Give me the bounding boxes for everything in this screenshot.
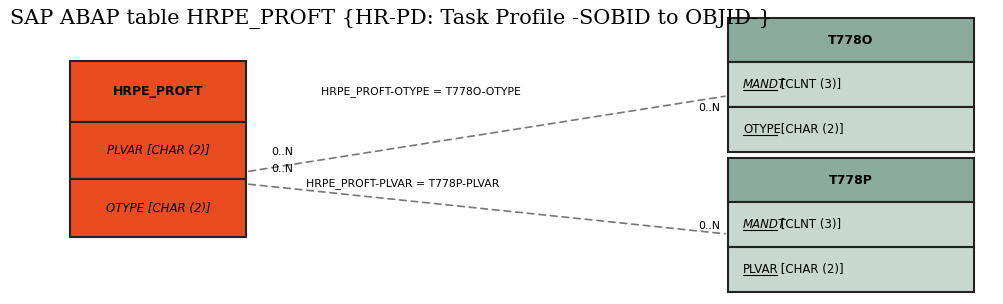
Text: [CHAR (2)]: [CHAR (2)] — [776, 263, 843, 276]
Text: HRPE_PROFT-PLVAR = T778P-PLVAR: HRPE_PROFT-PLVAR = T778P-PLVAR — [306, 178, 499, 189]
FancyBboxPatch shape — [727, 62, 973, 107]
FancyBboxPatch shape — [727, 202, 973, 247]
FancyBboxPatch shape — [70, 122, 246, 179]
Text: [CLNT (3)]: [CLNT (3)] — [776, 218, 841, 231]
Text: PLVAR [CHAR (2)]: PLVAR [CHAR (2)] — [106, 144, 210, 157]
Text: 0..N: 0..N — [271, 147, 293, 157]
Text: 0..N: 0..N — [697, 222, 719, 231]
Text: 0..N: 0..N — [697, 103, 719, 113]
Text: 0..N: 0..N — [271, 164, 293, 174]
Text: [CLNT (3)]: [CLNT (3)] — [776, 78, 841, 91]
Text: HRPE_PROFT-OTYPE = T778O-OTYPE: HRPE_PROFT-OTYPE = T778O-OTYPE — [321, 86, 521, 97]
Text: HRPE_PROFT: HRPE_PROFT — [112, 85, 204, 98]
Text: [CHAR (2)]: [CHAR (2)] — [776, 123, 843, 136]
Text: OTYPE [CHAR (2)]: OTYPE [CHAR (2)] — [105, 202, 211, 215]
Text: MANDT: MANDT — [742, 78, 785, 91]
FancyBboxPatch shape — [727, 158, 973, 202]
FancyBboxPatch shape — [727, 247, 973, 292]
Text: OTYPE: OTYPE — [742, 123, 780, 136]
FancyBboxPatch shape — [70, 61, 246, 122]
FancyBboxPatch shape — [727, 18, 973, 62]
Text: T778O: T778O — [827, 34, 873, 47]
Text: T778P: T778P — [828, 174, 872, 187]
FancyBboxPatch shape — [70, 179, 246, 237]
Text: SAP ABAP table HRPE_PROFT {HR-PD: Task Profile -SOBID to OBJID-}: SAP ABAP table HRPE_PROFT {HR-PD: Task P… — [10, 9, 771, 29]
Text: MANDT: MANDT — [742, 218, 785, 231]
FancyBboxPatch shape — [727, 107, 973, 152]
Text: PLVAR: PLVAR — [742, 263, 777, 276]
